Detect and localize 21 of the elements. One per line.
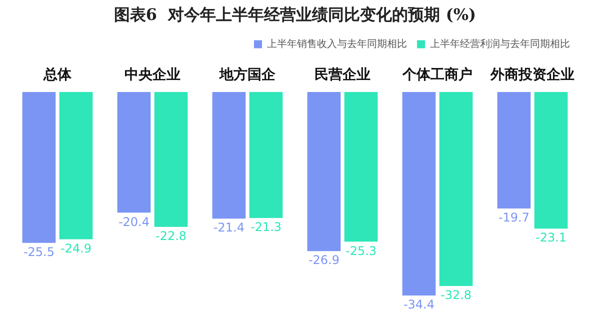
data-label: -24.9 bbox=[60, 241, 92, 256]
x-tick-label: 中央企业 bbox=[124, 67, 180, 84]
x-tick-label: 地方国企 bbox=[218, 66, 276, 84]
data-label: -32.8 bbox=[440, 288, 472, 302]
data-label: -23.1 bbox=[535, 230, 567, 245]
x-tick-label: 总体 bbox=[42, 67, 72, 84]
data-label: -25.3 bbox=[345, 244, 377, 258]
x-tick-label: 外商投资企业 bbox=[490, 66, 574, 84]
x-tick-label: 个体工商户 bbox=[402, 66, 472, 84]
data-label: -25.5 bbox=[23, 244, 55, 259]
data-label: -26.9 bbox=[308, 253, 340, 268]
data-label: -20.4 bbox=[118, 214, 150, 229]
data-label: -19.7 bbox=[498, 210, 530, 225]
legend-label: 上半年经营利润与去年同期相比 bbox=[430, 38, 570, 50]
legend-label: 上半年销售收入与去年同期相比 bbox=[267, 38, 407, 50]
chart-title: 图表6 对今年上半年经营业绩同比变化的预期 (%) bbox=[114, 4, 476, 24]
data-label: -34.4 bbox=[403, 298, 435, 312]
data-label: -22.8 bbox=[155, 228, 187, 243]
data-label: -21.4 bbox=[213, 220, 245, 235]
data-label: -21.3 bbox=[250, 220, 282, 234]
x-tick-label: 民营企业 bbox=[314, 67, 370, 84]
